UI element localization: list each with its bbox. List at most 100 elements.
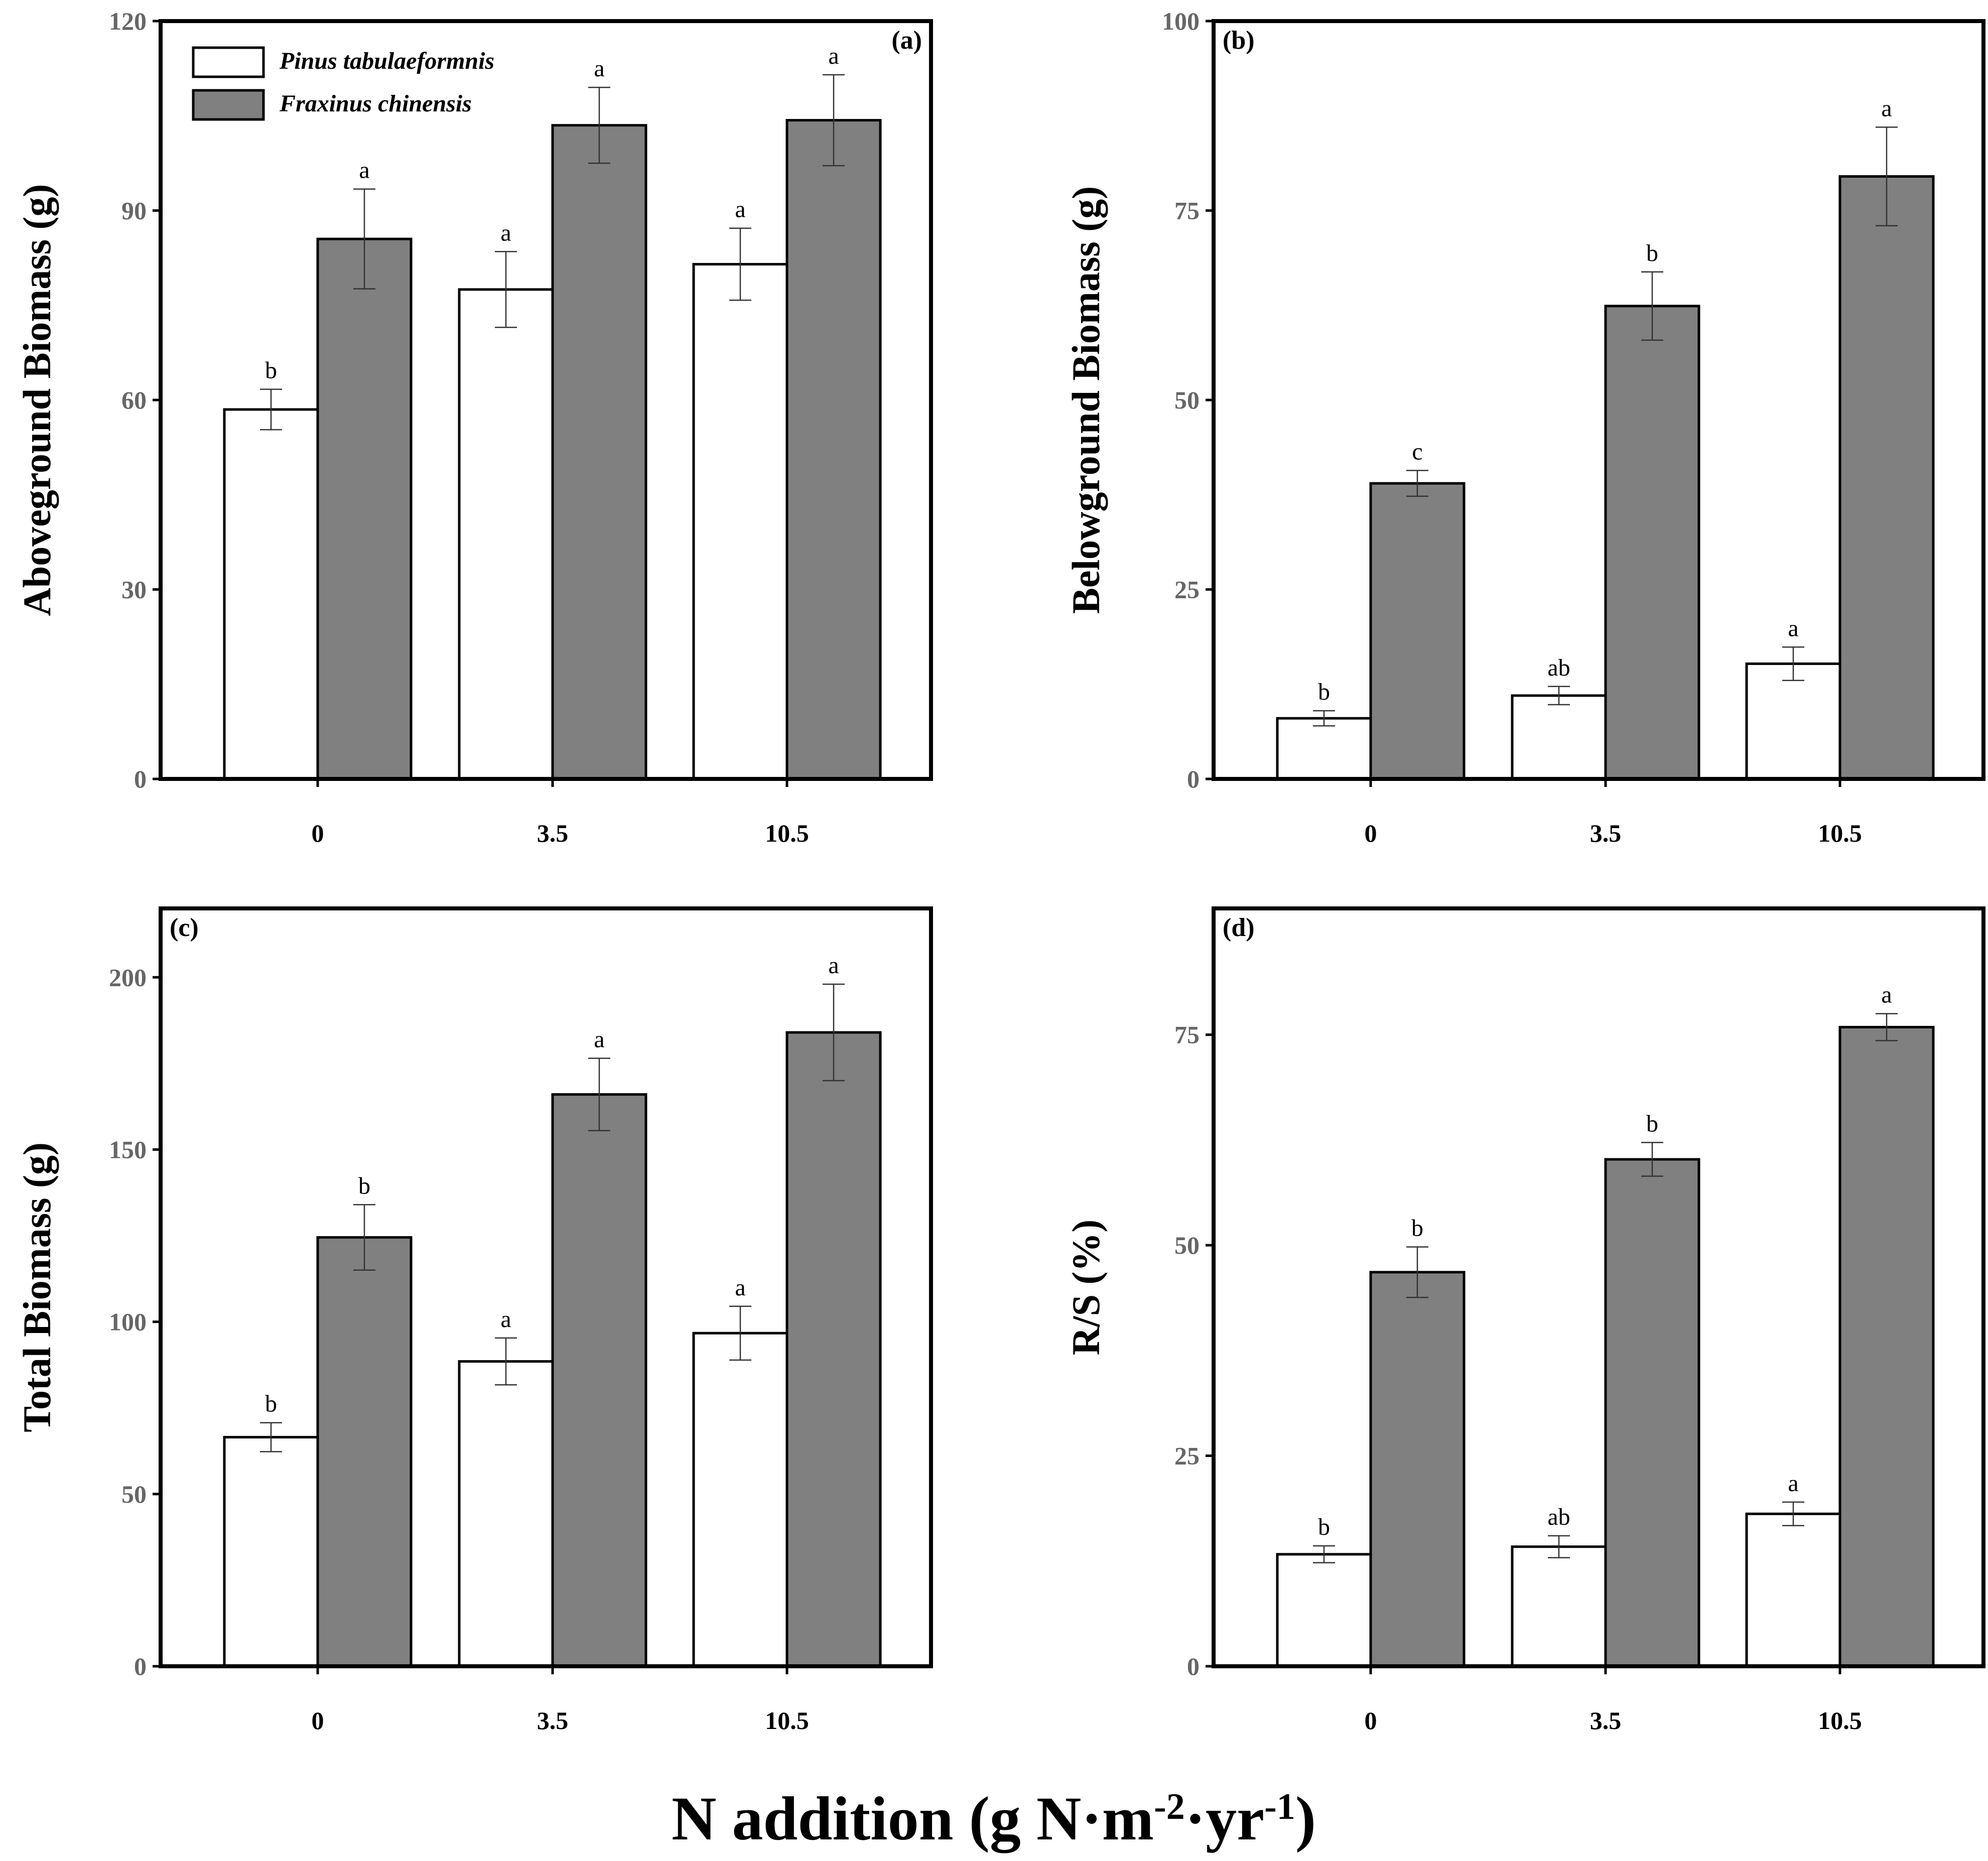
plot-frame	[1212, 906, 1985, 1668]
y-tick-label: 0	[1187, 765, 1200, 793]
x-tick-label: 10.5	[1818, 819, 1862, 847]
bar-fraxinus	[1369, 482, 1466, 780]
chart-panel-4: 0 25 50 75 b b 0 ab b 3.5 a a 10.5 (d) R/S (%)	[1064, 906, 1985, 1735]
x-tick-label: 3.5	[537, 1706, 569, 1735]
significance-letter: a	[359, 157, 369, 184]
x-tick-label: 3.5	[537, 819, 569, 847]
significance-letter: b	[265, 1391, 277, 1417]
bar-fraxinus	[551, 1093, 647, 1668]
significance-letter: b	[358, 1172, 370, 1199]
bar-pinus	[1745, 1512, 1841, 1668]
significance-letter: b	[265, 357, 277, 384]
x-tick-label: 10.5	[765, 1706, 809, 1735]
bar-fraxinus	[316, 1236, 413, 1668]
significance-letter: a	[594, 55, 604, 82]
bar-fraxinus	[785, 1031, 882, 1668]
significance-letter: a	[500, 1306, 511, 1333]
panel-label: (d)	[1223, 913, 1255, 942]
y-axis-title: Belowground Biomass (g)	[1064, 186, 1108, 614]
y-tick-label: 30	[121, 576, 147, 604]
y-tick-label: 0	[134, 765, 147, 793]
y-tick-label: 90	[121, 197, 147, 225]
x-tick-label: 0	[312, 819, 324, 847]
y-tick-label: 0	[1187, 1652, 1200, 1680]
plot-frame	[1212, 19, 1985, 781]
legend-swatch-fraxinus	[192, 89, 265, 121]
y-tick-label: 75	[1174, 1021, 1200, 1049]
y-tick-label: 50	[1174, 386, 1200, 414]
figure-x-axis-title: N addition (g N·m-2·yr-1)	[672, 1784, 1316, 1853]
bar-pinus	[458, 1360, 554, 1668]
y-tick-label: 25	[1174, 1442, 1200, 1470]
significance-letter: a	[500, 219, 511, 246]
bar-fraxinus	[1838, 1026, 1935, 1668]
legend-label-pinus: Pinus tabulaeformnis	[279, 48, 494, 74]
y-tick-label: 75	[1174, 197, 1200, 225]
significance-letter: a	[735, 1274, 745, 1301]
y-tick-label: 200	[109, 963, 147, 991]
chart-panel-3: 0 50 100 150 200 b b 0 a a 3.5 a a 10.5 (c) Total Bioma…	[15, 906, 933, 1735]
bar-pinus	[1276, 717, 1372, 780]
significance-letter: ab	[1547, 1504, 1570, 1530]
y-tick-label: 50	[121, 1480, 147, 1508]
bar-pinus	[223, 1436, 319, 1668]
bar-pinus	[1511, 694, 1607, 780]
significance-letter: ab	[1547, 654, 1570, 681]
bar-pinus	[1511, 1545, 1607, 1668]
legend: Pinus tabulaeformnis Fraxinus chinensis	[192, 46, 494, 121]
significance-letter: c	[1412, 438, 1422, 465]
significance-letter: b	[1411, 1215, 1423, 1241]
significance-letter: a	[594, 1026, 604, 1053]
panel-label: (a)	[891, 26, 922, 55]
bar-fraxinus	[1604, 1158, 1700, 1668]
plot-frame	[159, 906, 933, 1668]
y-axis-title: R/S (%)	[1064, 1220, 1108, 1356]
significance-letter: b	[1646, 240, 1658, 267]
bar-pinus	[223, 408, 319, 780]
bar-pinus	[1276, 1553, 1372, 1668]
x-tick-label: 10.5	[1818, 1706, 1862, 1735]
x-tick-label: 3.5	[1590, 819, 1622, 847]
x-tick-label: 0	[1365, 819, 1377, 847]
y-tick-label: 100	[109, 1308, 147, 1336]
significance-letter: a	[828, 43, 839, 69]
y-tick-label: 50	[1174, 1231, 1200, 1259]
y-tick-label: 60	[121, 386, 147, 414]
bar-fraxinus	[1838, 175, 1935, 780]
significance-letter: a	[828, 952, 839, 979]
y-axis-title: Total Biomass (g)	[15, 1142, 59, 1432]
panel-label: (b)	[1223, 26, 1255, 55]
y-tick-label: 100	[1162, 7, 1200, 35]
y-tick-label: 120	[109, 7, 147, 35]
plot-frame	[159, 19, 933, 781]
x-tick-label: 0	[312, 1706, 324, 1735]
x-tick-label: 0	[1365, 1706, 1377, 1735]
significance-letter: b	[1318, 1514, 1330, 1540]
bar-fraxinus	[551, 124, 647, 780]
x-tick-label: 10.5	[765, 819, 809, 847]
panels: 0 30 60 90 120 b a 0 a a 3.5 a a 10.5 (a) Aboveground B…	[15, 7, 1985, 1735]
y-tick-label: 150	[109, 1135, 147, 1163]
legend-label-fraxinus: Fraxinus chinensis	[279, 90, 472, 117]
panel-label: (c)	[170, 913, 199, 942]
x-tick-label: 3.5	[1590, 1706, 1622, 1735]
significance-letter: b	[1646, 1110, 1658, 1137]
chart-panel-1: 0 30 60 90 120 b a 0 a a 3.5 a a 10.5 (a) Aboveground B…	[15, 7, 933, 847]
significance-letter: a	[1881, 95, 1892, 121]
bar-fraxinus	[785, 119, 882, 780]
bar-pinus	[692, 1332, 788, 1668]
bar-fraxinus	[1604, 305, 1700, 780]
significance-letter: a	[1788, 615, 1798, 641]
significance-letter: a	[735, 196, 745, 223]
legend-swatch-pinus	[192, 46, 265, 78]
chart-panel-2: 0 25 50 75 100 b c 0 ab b 3.5 a a 10.5 (b) Belowground …	[1064, 7, 1985, 847]
y-tick-label: 0	[134, 1652, 147, 1680]
bar-pinus	[692, 262, 788, 780]
significance-letter: b	[1318, 679, 1330, 705]
bar-fraxinus	[316, 237, 413, 780]
bar-fraxinus	[1369, 1271, 1466, 1668]
significance-letter: a	[1881, 982, 1892, 1008]
significance-letter: a	[1788, 1470, 1798, 1497]
bar-pinus	[458, 288, 554, 780]
